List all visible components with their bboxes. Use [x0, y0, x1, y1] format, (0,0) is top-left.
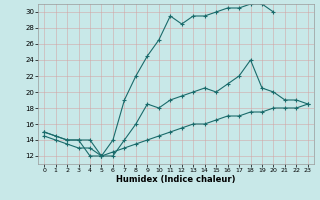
X-axis label: Humidex (Indice chaleur): Humidex (Indice chaleur) [116, 175, 236, 184]
